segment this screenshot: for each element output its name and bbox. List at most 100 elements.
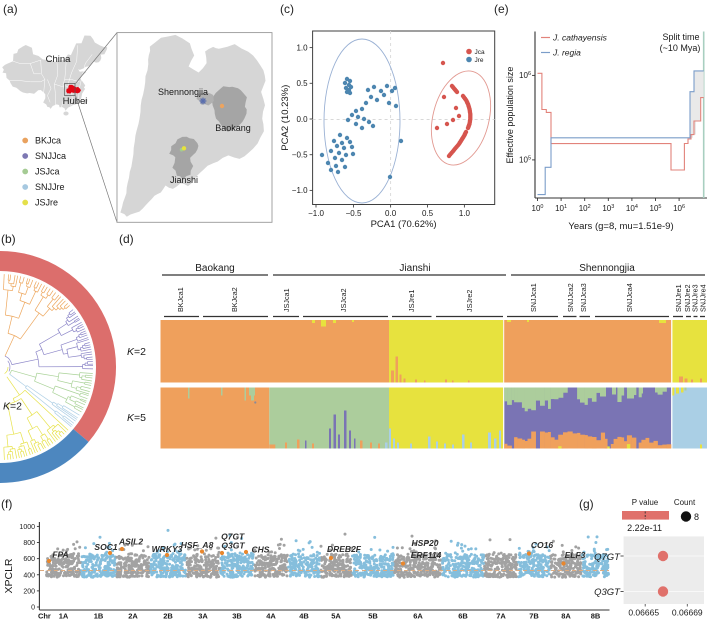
svg-text:7A: 7A bbox=[496, 612, 506, 621]
svg-text:BKJca2: BKJca2 bbox=[230, 287, 239, 312]
svg-text:SNJJca3: SNJJca3 bbox=[579, 283, 588, 312]
svg-text:103: 103 bbox=[602, 204, 614, 213]
svg-text:WRKY3: WRKY3 bbox=[152, 544, 183, 554]
svg-text:JSJca2: JSJca2 bbox=[339, 288, 348, 312]
svg-text:DREB2F: DREB2F bbox=[327, 544, 362, 554]
svg-text:−0.5: −0.5 bbox=[346, 209, 362, 218]
svg-text:1A: 1A bbox=[59, 612, 69, 621]
svg-text:SNJJre4: SNJJre4 bbox=[698, 284, 707, 312]
svg-text:(b): (b) bbox=[1, 232, 16, 246]
svg-text:(d): (d) bbox=[119, 232, 134, 246]
svg-text:0.06669: 0.06669 bbox=[672, 608, 703, 618]
svg-text:106: 106 bbox=[673, 204, 685, 213]
svg-text:China: China bbox=[46, 54, 72, 65]
svg-text:0.5: 0.5 bbox=[422, 209, 434, 218]
svg-text:J. cathayensis: J. cathayensis bbox=[552, 33, 608, 43]
svg-text:PCA2 (10.23%): PCA2 (10.23%) bbox=[280, 85, 291, 151]
svg-text:ELF3: ELF3 bbox=[565, 550, 586, 560]
svg-text:8A: 8A bbox=[561, 612, 571, 621]
svg-text:SNJJre1: SNJJre1 bbox=[674, 284, 683, 312]
svg-text:101: 101 bbox=[555, 204, 567, 213]
svg-text:SNJJca2: SNJJca2 bbox=[566, 283, 575, 312]
svg-text:2A: 2A bbox=[128, 612, 138, 621]
svg-text:SNJJre: SNJJre bbox=[35, 182, 65, 192]
svg-text:200: 200 bbox=[23, 588, 35, 595]
svg-text:(~10 Mya): (~10 Mya) bbox=[660, 43, 701, 53]
svg-text:K=2: K=2 bbox=[3, 401, 22, 413]
svg-text:Jianshi: Jianshi bbox=[170, 175, 198, 185]
svg-text:XPCLR: XPCLR bbox=[3, 558, 15, 593]
svg-text:104: 104 bbox=[626, 204, 638, 213]
svg-text:0.0: 0.0 bbox=[385, 209, 397, 218]
svg-text:Q7GT: Q7GT bbox=[594, 552, 621, 563]
svg-text:0: 0 bbox=[31, 605, 35, 612]
svg-text:CHS: CHS bbox=[252, 545, 270, 555]
svg-text:HSP20: HSP20 bbox=[412, 538, 439, 548]
svg-text:1000: 1000 bbox=[19, 524, 35, 531]
svg-text:(e): (e) bbox=[494, 2, 509, 16]
svg-text:400: 400 bbox=[23, 572, 35, 579]
svg-text:0.06665: 0.06665 bbox=[628, 608, 659, 618]
svg-text:Q7GT: Q7GT bbox=[221, 532, 245, 542]
svg-text:PCA1 (70.62%): PCA1 (70.62%) bbox=[371, 219, 437, 230]
svg-text:CO16: CO16 bbox=[531, 540, 553, 550]
svg-text:0.5: 0.5 bbox=[296, 79, 308, 88]
svg-text:Years (g=8, mu=1.51e-9): Years (g=8, mu=1.51e-9) bbox=[568, 221, 673, 232]
svg-text:K=5: K=5 bbox=[127, 412, 146, 424]
svg-text:Effective population size: Effective population size bbox=[505, 67, 515, 164]
svg-text:Count: Count bbox=[674, 498, 696, 507]
svg-text:100: 100 bbox=[532, 204, 544, 213]
svg-text:5A: 5A bbox=[331, 612, 341, 621]
svg-text:JSJre2: JSJre2 bbox=[465, 290, 474, 312]
svg-text:Chr: Chr bbox=[38, 612, 51, 621]
svg-text:Split time: Split time bbox=[662, 32, 699, 42]
svg-text:6A: 6A bbox=[413, 612, 423, 621]
svg-text:3B: 3B bbox=[232, 612, 242, 621]
svg-text:Baokang: Baokang bbox=[195, 263, 234, 274]
svg-text:600: 600 bbox=[23, 556, 35, 563]
svg-text:Q3GT: Q3GT bbox=[221, 541, 245, 551]
svg-text:Hubei: Hubei bbox=[63, 96, 88, 107]
svg-text:5B: 5B bbox=[368, 612, 378, 621]
svg-text:SNJJca: SNJJca bbox=[35, 151, 66, 161]
svg-text:8: 8 bbox=[694, 512, 699, 522]
svg-text:0.0: 0.0 bbox=[296, 115, 308, 124]
svg-text:Q3GT: Q3GT bbox=[594, 587, 621, 598]
svg-text:3A: 3A bbox=[198, 612, 208, 621]
svg-text:SOC1: SOC1 bbox=[94, 542, 117, 552]
svg-text:JSJre: JSJre bbox=[35, 198, 58, 208]
svg-text:Shennongjia: Shennongjia bbox=[158, 87, 208, 97]
svg-text:6B: 6B bbox=[458, 612, 468, 621]
svg-text:(g): (g) bbox=[579, 497, 594, 511]
svg-text:JSJca1: JSJca1 bbox=[282, 288, 291, 312]
svg-text:ERF114: ERF114 bbox=[411, 550, 442, 560]
svg-text:(f): (f) bbox=[1, 497, 12, 511]
svg-text:JSJre1: JSJre1 bbox=[407, 290, 416, 312]
svg-text:HSF_A8: HSF_A8 bbox=[181, 540, 214, 550]
svg-text:106: 106 bbox=[519, 71, 531, 80]
svg-text:FPA: FPA bbox=[52, 550, 68, 560]
svg-text:−1.0: −1.0 bbox=[308, 209, 324, 218]
svg-text:BKJca1: BKJca1 bbox=[176, 287, 185, 312]
svg-text:SNJJre3: SNJJre3 bbox=[690, 284, 699, 312]
svg-text:SNJJca4: SNJJca4 bbox=[625, 283, 634, 312]
svg-text:−0.5: −0.5 bbox=[292, 151, 308, 160]
svg-text:4A: 4A bbox=[266, 612, 276, 621]
svg-text:P value: P value bbox=[632, 498, 659, 507]
svg-text:SNJJre2: SNJJre2 bbox=[683, 284, 692, 312]
svg-text:(a): (a) bbox=[3, 2, 18, 16]
svg-text:K=2: K=2 bbox=[127, 346, 146, 358]
svg-text:BKJca: BKJca bbox=[35, 136, 61, 146]
svg-text:4B: 4B bbox=[299, 612, 309, 621]
svg-text:J. regia: J. regia bbox=[552, 48, 581, 58]
svg-text:Jca: Jca bbox=[475, 49, 486, 56]
svg-text:105: 105 bbox=[650, 204, 662, 213]
svg-text:SNJJca1: SNJJca1 bbox=[529, 283, 538, 312]
svg-text:Jre: Jre bbox=[475, 57, 484, 64]
svg-text:7B: 7B bbox=[529, 612, 539, 621]
svg-text:800: 800 bbox=[23, 540, 35, 547]
svg-text:(c): (c) bbox=[280, 2, 294, 16]
svg-text:2B: 2B bbox=[163, 612, 173, 621]
svg-text:Jianshi: Jianshi bbox=[399, 263, 430, 274]
svg-text:2.22e-11: 2.22e-11 bbox=[627, 523, 662, 533]
